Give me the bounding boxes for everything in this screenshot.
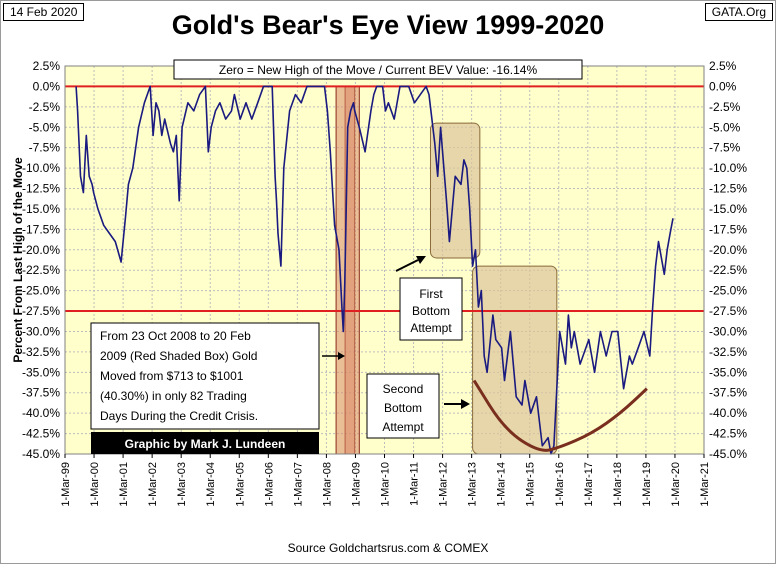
x-tick-label: 1-Mar-99 — [60, 462, 72, 507]
y-tick-label-right: -5.0% — [709, 120, 741, 134]
y-tick-label-left: -35.0% — [22, 365, 60, 379]
x-tick-label: 1-Mar-16 — [554, 462, 566, 507]
reference-lines — [65, 85, 704, 313]
shaded-region — [429, 122, 481, 259]
shaded-regions — [335, 85, 558, 455]
y-tick-label-left: -37.5% — [22, 386, 60, 400]
x-tick-label: 1-Mar-12 — [438, 462, 450, 507]
y-axis-left: 2.5% 0.0% -2.5% -5.0% -7.5% -10.0% -12.5% -15.0… — [22, 59, 60, 461]
credit-crisis-note: From 23 Oct 2008 to 20 Feb 2009 (Red Sha… — [90, 322, 320, 430]
note-line-5: Days During the Credit Crisis. — [100, 409, 258, 423]
x-tick-label: 1-Mar-20 — [670, 462, 682, 507]
y-tick-label-right: -42.5% — [709, 427, 747, 441]
y-tick-label-right: -25.0% — [709, 284, 747, 298]
x-tick-label: 1-Mar-08 — [321, 462, 333, 507]
second-bottom-line-1: Second — [383, 382, 424, 396]
note-line-3: Moved from $713 to $1001 — [100, 369, 244, 383]
second-bottom-line-3: Attempt — [382, 420, 424, 434]
y-tick-label-left: -25.0% — [22, 284, 60, 298]
y-tick-label-left: -32.5% — [22, 345, 60, 359]
y-tick-label-right: -7.5% — [709, 141, 741, 155]
y-tick-label-left: -22.5% — [22, 263, 60, 277]
y-axis-label: Percent From Last High of the Move — [11, 157, 25, 363]
source-footer: Source Goldchartsrus.com & COMEX — [287, 541, 489, 555]
x-tick-label: 1-Mar-06 — [263, 462, 275, 507]
y-tick-label-left: -17.5% — [22, 222, 60, 236]
date-label: 14 Feb 2020 — [3, 3, 85, 21]
x-tick-label: 1-Mar-03 — [176, 462, 188, 507]
x-tick-label: 1-Mar-07 — [292, 462, 304, 507]
first-bottom-arrow — [395, 256, 426, 272]
y-tick-label-left: -45.0% — [22, 447, 60, 461]
gold-bev-series-line — [75, 85, 674, 455]
x-tick-label: 1-Mar-11 — [409, 462, 421, 506]
y-tick-label-right: -27.5% — [709, 304, 747, 318]
first-bottom-label: First Bottom Attempt — [399, 277, 463, 341]
chart-title: Gold's Bear's Eye View 1999-2020 — [171, 10, 605, 40]
first-bottom-line-2: Bottom — [412, 304, 450, 318]
x-tick-label: 1-Mar-02 — [147, 462, 159, 507]
credit-text: Graphic by Mark J. Lundeen — [125, 437, 286, 451]
x-axis: 1-Mar-99 1-Mar-00 1-Mar-01 1-Mar-02 1-Mar-03… — [60, 454, 711, 507]
second-bottom-arrow — [444, 399, 470, 409]
y-tick-label-left: -5.0% — [29, 120, 61, 134]
second-bottom-label: Second Bottom Attempt — [366, 373, 440, 439]
credit-banner: Graphic by Mark J. Lundeen — [91, 432, 319, 454]
y-axis-right: 2.5% 0.0% -2.5% -5.0% -7.5% -10.0% -12.5% -15.0… — [709, 59, 747, 461]
x-tick-label: 1-Mar-21 — [699, 462, 711, 507]
y-tick-label-left: -42.5% — [22, 427, 60, 441]
y-tick-label-right: -30.0% — [709, 324, 747, 338]
y-tick-label-left: -12.5% — [22, 182, 60, 196]
y-tick-label-left: -15.0% — [22, 202, 60, 216]
y-tick-label-right: -40.0% — [709, 406, 747, 420]
y-tick-label-right: -20.0% — [709, 243, 747, 257]
note-line-4: (40.30%) in only 82 Trading — [100, 389, 247, 403]
x-tick-label: 1-Mar-19 — [641, 462, 653, 507]
first-bottom-line-1: First — [419, 287, 443, 301]
y-tick-label-right: -10.0% — [709, 161, 747, 175]
y-tick-label-right: -37.5% — [709, 386, 747, 400]
x-tick-label: 1-Mar-05 — [234, 462, 246, 507]
y-tick-label-right: -2.5% — [709, 100, 741, 114]
current-value-box: Zero = New High of the Move / Current BE… — [173, 59, 583, 80]
x-tick-label: 1-Mar-10 — [380, 462, 392, 507]
y-tick-label-right: 0.0% — [709, 79, 737, 93]
x-tick-label: 1-Mar-17 — [583, 462, 595, 507]
y-tick-label-left: -2.5% — [29, 100, 61, 114]
y-tick-label-left: -40.0% — [22, 406, 60, 420]
x-tick-label: 1-Mar-04 — [205, 462, 217, 507]
y-tick-label-right: -22.5% — [709, 263, 747, 277]
note-line-1: From 23 Oct 2008 to 20 Feb — [100, 329, 251, 343]
y-tick-label-left: -7.5% — [29, 141, 61, 155]
x-tick-label: 1-Mar-15 — [525, 462, 537, 507]
y-tick-label-right: -12.5% — [709, 182, 747, 196]
first-bottom-line-3: Attempt — [410, 321, 452, 335]
y-tick-label-left: -20.0% — [22, 243, 60, 257]
y-tick-label-left: 2.5% — [33, 59, 61, 73]
current-value-text: Zero = New High of the Move / Current BE… — [219, 63, 538, 77]
x-tick-label: 1-Mar-14 — [496, 462, 508, 507]
y-tick-label-right: -17.5% — [709, 222, 747, 236]
y-tick-label-left: -27.5% — [22, 304, 60, 318]
x-tick-label: 1-Mar-01 — [118, 462, 130, 507]
x-tick-label: 1-Mar-00 — [89, 462, 101, 507]
y-tick-label-right: -35.0% — [709, 365, 747, 379]
y-tick-label-right: -45.0% — [709, 447, 747, 461]
y-tick-label-left: -10.0% — [22, 161, 60, 175]
second-bottom-line-2: Bottom — [384, 401, 422, 415]
note-line-2: 2009 (Red Shaded Box) Gold — [100, 349, 257, 363]
y-tick-label-right: -32.5% — [709, 345, 747, 359]
note-arrow — [322, 352, 345, 360]
y-tick-label-left: 0.0% — [33, 79, 61, 93]
x-tick-label: 1-Mar-18 — [612, 462, 624, 507]
y-tick-label-right: 2.5% — [709, 59, 737, 73]
x-tick-label: 1-Mar-09 — [350, 462, 362, 507]
y-tick-label-left: -30.0% — [22, 324, 60, 338]
x-tick-label: 1-Mar-13 — [467, 462, 479, 507]
source-tag: GATA.Org — [704, 3, 773, 21]
y-tick-label-right: -15.0% — [709, 202, 747, 216]
bottom-curve — [472, 379, 648, 452]
